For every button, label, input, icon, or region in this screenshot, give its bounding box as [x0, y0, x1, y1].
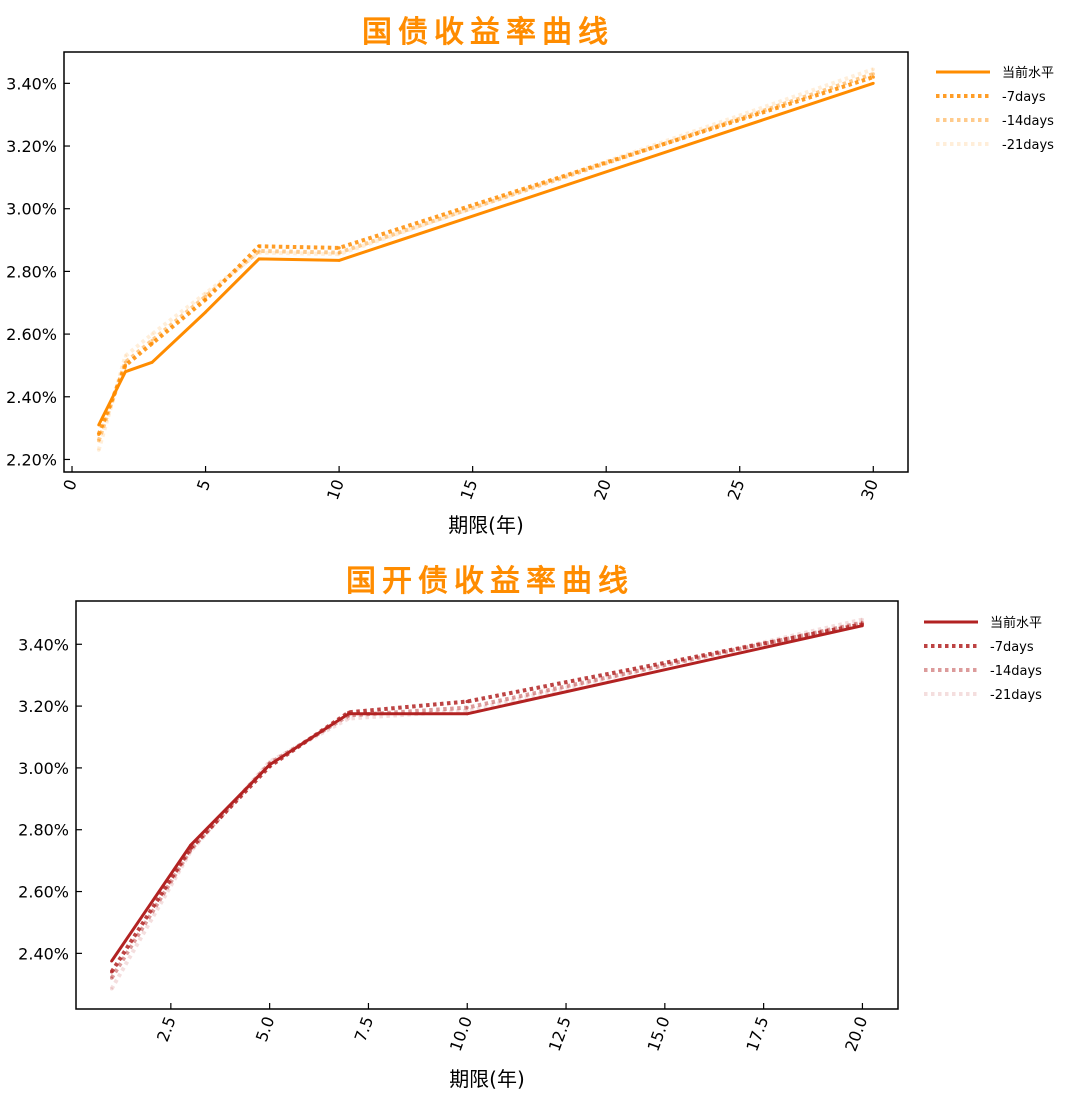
data-point — [268, 763, 271, 767]
series-line-0 — [97, 81, 874, 426]
data-point — [123, 360, 127, 364]
data-point — [204, 298, 208, 302]
legend-label: -21days — [1002, 138, 1054, 153]
data-point — [465, 699, 469, 704]
x-tick-label: 15.0 — [644, 1014, 674, 1054]
data-point — [465, 706, 469, 710]
x-tick-label: 0 — [59, 477, 80, 493]
data-point — [337, 259, 341, 262]
series-line-1 — [109, 622, 863, 973]
y-tick-label: 3.00% — [18, 759, 69, 778]
x-tick-label: 2.5 — [153, 1014, 180, 1044]
x-tick-label: 17.5 — [742, 1014, 772, 1054]
data-point — [204, 310, 208, 314]
x-axis-title: 期限(年) — [449, 1067, 525, 1091]
data-point — [257, 251, 261, 255]
x-tick-label: 5 — [193, 477, 214, 493]
x-tick-label: 7.5 — [351, 1014, 378, 1044]
data-point — [337, 246, 341, 250]
series-line-2 — [96, 72, 874, 442]
plot-frame — [75, 600, 899, 1010]
y-tick-label: 2.20% — [6, 450, 57, 469]
data-point — [97, 448, 101, 452]
chart-title: 国开债收益率曲线 — [346, 564, 634, 599]
data-point — [150, 338, 154, 342]
treasury-yield-chart: 国债收益率曲线 2.20% 2.40% 2.60% 2.80% 3.00% 3.20% 3.4… — [6, 15, 1054, 537]
x-axis-title: 期限(年) — [448, 513, 524, 537]
data-point — [871, 75, 875, 79]
x-tick-label: 10 — [323, 477, 348, 503]
y-tick-label: 2.80% — [6, 262, 57, 281]
data-point — [110, 976, 114, 980]
x-tick-label: 10.0 — [446, 1014, 476, 1054]
data-point — [860, 617, 865, 622]
x-tick-label: 20.0 — [841, 1014, 871, 1054]
data-point — [861, 624, 864, 628]
data-point — [110, 959, 113, 963]
data-point — [123, 363, 127, 367]
x-tick-label: 25 — [724, 477, 749, 503]
legend-label: -7days — [1002, 90, 1046, 105]
data-point — [257, 249, 261, 253]
data-point — [465, 712, 469, 716]
data-point — [110, 970, 114, 974]
data-point — [110, 987, 114, 991]
data-point — [337, 252, 341, 256]
data-point — [150, 332, 154, 336]
series-line-1 — [96, 75, 874, 436]
y-tick-label: 2.40% — [6, 388, 57, 407]
data-point — [189, 843, 193, 847]
y-tick-label: 2.60% — [6, 325, 57, 344]
data-point — [337, 251, 341, 255]
data-point — [347, 712, 351, 716]
y-tick-label: 3.00% — [6, 200, 57, 219]
y-tick-label: 3.20% — [18, 697, 69, 716]
x-tick-label: 15 — [457, 477, 482, 503]
data-point — [347, 716, 351, 721]
x-tick-label: 5.0 — [252, 1014, 279, 1044]
data-point — [465, 709, 469, 713]
data-point — [97, 423, 101, 427]
data-point — [97, 432, 101, 436]
data-point — [124, 370, 127, 374]
y-tick-label: 3.40% — [18, 635, 69, 654]
cdb-yield-chart: 国开债收益率曲线 2.40% 2.60% 2.80% 3.00% 3.20% 3.40% 2.… — [18, 564, 1042, 1091]
series-line-3 — [96, 67, 874, 451]
legend-label: -7days — [990, 640, 1034, 655]
y-tick-label: 2.60% — [18, 883, 69, 902]
plot-frame — [63, 51, 909, 473]
y-tick-label: 2.40% — [18, 944, 69, 963]
data-point — [97, 439, 101, 443]
legend-label: 当前水平 — [990, 615, 1042, 631]
x-tick-label: 20 — [590, 477, 615, 503]
y-tick-label: 3.20% — [6, 137, 57, 156]
y-tick-label: 3.40% — [6, 74, 57, 93]
data-point — [123, 354, 127, 358]
legend-label: 当前水平 — [1002, 65, 1054, 81]
x-tick-label: 30 — [857, 477, 882, 503]
data-point — [150, 341, 154, 346]
data-point — [204, 291, 208, 295]
data-point — [257, 244, 261, 248]
series-line-2 — [109, 620, 863, 980]
chart-title: 国债收益率曲线 — [362, 15, 614, 50]
series-line-3 — [109, 617, 863, 990]
data-point — [257, 257, 261, 261]
legend-label: -14days — [990, 664, 1042, 679]
data-point — [871, 72, 875, 76]
data-point — [871, 81, 875, 85]
data-point — [871, 67, 875, 71]
y-tick-label: 2.80% — [18, 821, 69, 840]
x-tick-label: 12.5 — [545, 1014, 575, 1054]
data-point — [150, 360, 154, 364]
data-point — [204, 294, 208, 299]
legend-label: -14days — [1002, 114, 1054, 129]
series-line-0 — [110, 624, 863, 962]
legend-label: -21days — [990, 688, 1042, 703]
